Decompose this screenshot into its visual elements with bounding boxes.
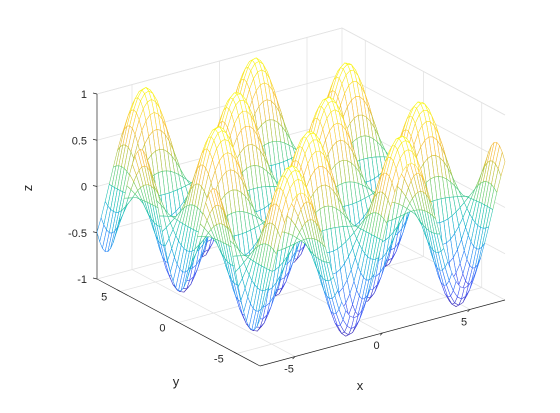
y-tick [175, 320, 179, 323]
mesh-cell [257, 304, 265, 327]
z-tick [92, 185, 98, 187]
x-tick [467, 309, 471, 313]
z-tick-label: -0.5 [68, 228, 87, 240]
z-axis-label: z [20, 185, 35, 192]
y-tick-label: 0 [159, 323, 165, 335]
z-tick-label: 0 [81, 182, 87, 194]
x-tick-label: 5 [461, 316, 467, 328]
x-axis-label: x [357, 378, 364, 393]
z-tick [92, 138, 98, 141]
y-tick-label: 5 [101, 291, 107, 303]
box-edge [96, 27, 343, 95]
tick-labels: -5 0 5 -5 0 5 -1 -0.5 0 0.5 1 [68, 89, 467, 376]
z-tick-label: 0.5 [72, 135, 87, 147]
z-tick-label: -1 [77, 274, 87, 286]
z-tick [92, 277, 98, 280]
z-tick-label: 1 [81, 89, 87, 101]
y-tick [117, 289, 121, 292]
z-tick [92, 92, 98, 95]
mesh-surface [96, 57, 506, 337]
box-edge [341, 27, 506, 116]
x-tick-label: 0 [373, 340, 379, 352]
y-tick [233, 351, 237, 354]
z-tick [92, 231, 98, 234]
grid-line [178, 256, 424, 323]
x-tick [379, 332, 383, 336]
y-tick-label: -5 [214, 354, 224, 366]
x-tick-label: -5 [284, 364, 294, 376]
tick-marks [92, 92, 471, 360]
x-tick [292, 356, 296, 360]
y-axis-label: y [173, 374, 180, 389]
